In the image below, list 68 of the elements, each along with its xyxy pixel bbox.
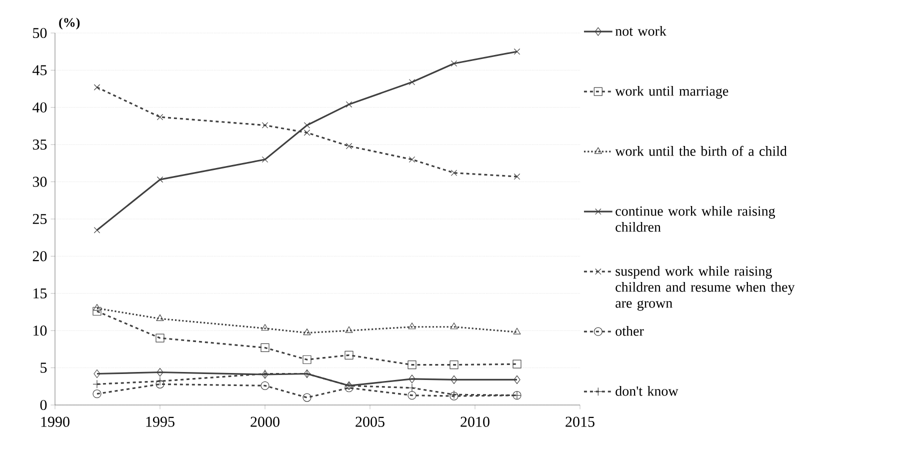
x-tick-label: 2015 bbox=[566, 416, 594, 427]
point bbox=[450, 170, 458, 176]
point bbox=[93, 304, 101, 311]
point bbox=[514, 375, 520, 384]
legend-label: work until the birth of a child bbox=[615, 146, 787, 156]
point bbox=[92, 306, 102, 316]
point bbox=[514, 48, 520, 55]
point bbox=[346, 142, 352, 150]
point bbox=[513, 328, 521, 334]
point bbox=[450, 60, 458, 67]
point bbox=[408, 391, 416, 400]
legend-label: work until marriage bbox=[615, 86, 728, 99]
y-tick-label: 50 bbox=[33, 28, 47, 38]
y-tick-label: 5 bbox=[40, 362, 47, 373]
point bbox=[450, 360, 458, 370]
point bbox=[156, 334, 164, 342]
point bbox=[512, 360, 522, 368]
point bbox=[156, 176, 164, 183]
y-tick-label: 20 bbox=[32, 251, 47, 262]
y-tick-label: 45 bbox=[32, 65, 47, 76]
x-tick-label: 2000 bbox=[250, 416, 280, 427]
legend-label: other bbox=[616, 326, 644, 336]
point bbox=[408, 322, 416, 330]
point bbox=[260, 381, 270, 390]
point bbox=[408, 360, 416, 370]
point bbox=[94, 369, 100, 378]
y-tick-label: 15 bbox=[34, 288, 47, 298]
point bbox=[94, 84, 100, 90]
point bbox=[344, 350, 354, 360]
point bbox=[262, 122, 268, 128]
point bbox=[260, 343, 270, 352]
legend-label: continue work while raising children bbox=[616, 206, 776, 232]
point bbox=[156, 314, 164, 321]
point bbox=[450, 322, 458, 330]
point bbox=[344, 384, 354, 392]
point bbox=[92, 390, 102, 398]
y-tick-label: 25 bbox=[32, 214, 47, 224]
point bbox=[302, 393, 312, 402]
y-tick-label: 0 bbox=[40, 400, 47, 410]
legend-label: not work bbox=[615, 26, 666, 36]
point bbox=[345, 326, 353, 333]
x-tick-label: 1995 bbox=[146, 416, 174, 427]
point bbox=[156, 368, 164, 377]
point bbox=[304, 130, 310, 136]
point bbox=[156, 114, 164, 120]
point bbox=[304, 122, 310, 128]
legend-label: don't know bbox=[616, 386, 678, 396]
y-axis-title: (%) bbox=[59, 18, 80, 30]
point bbox=[408, 156, 416, 163]
legend-label: suspend work while raising children and resume when they are grown bbox=[616, 266, 795, 311]
point bbox=[262, 156, 268, 163]
point bbox=[156, 380, 164, 388]
point bbox=[303, 328, 311, 336]
point bbox=[346, 101, 352, 108]
point bbox=[408, 78, 416, 86]
y-tick-label: 10 bbox=[34, 326, 47, 336]
point bbox=[302, 355, 312, 364]
point bbox=[261, 324, 269, 331]
point bbox=[514, 173, 520, 180]
point bbox=[450, 375, 458, 384]
y-tick-label: 35 bbox=[32, 140, 47, 150]
x-tick-label: 1990 bbox=[41, 416, 70, 427]
y-tick-label: 40 bbox=[32, 102, 47, 112]
point bbox=[94, 227, 100, 234]
x-tick-label: 2010 bbox=[460, 416, 490, 427]
y-tick-label: 30 bbox=[32, 176, 47, 187]
point bbox=[408, 374, 416, 384]
x-tick-label: 2005 bbox=[356, 416, 384, 427]
